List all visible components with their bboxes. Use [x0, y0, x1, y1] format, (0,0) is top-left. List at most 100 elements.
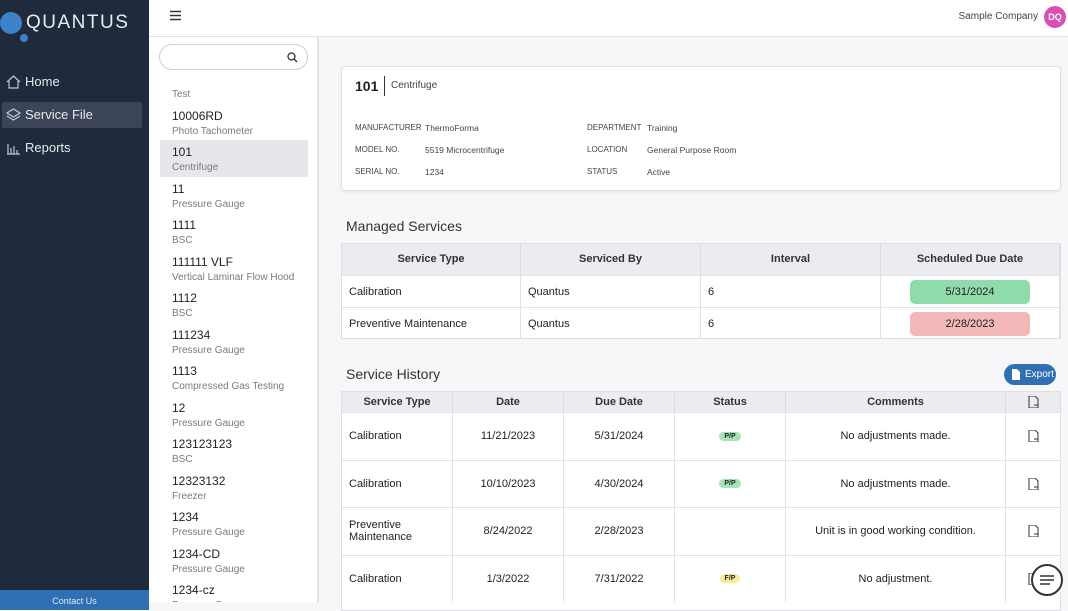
managed-table: Service TypeServiced ByIntervalScheduled… — [341, 243, 1061, 339]
equipment-item[interactable]: 12Pressure Gauge — [160, 396, 308, 433]
cell-text: 1/3/2022 — [487, 573, 530, 585]
equipment-item[interactable]: 1234-CDPressure Gauge — [160, 542, 308, 579]
cell: 11/21/2023 — [453, 412, 564, 460]
equipment-item[interactable]: 10006RDPhoto Tachometer — [160, 104, 308, 141]
field-value: 5519 Microcentrifuge — [425, 145, 504, 155]
column-header: Serviced By — [521, 244, 701, 275]
cell: 1/3/2022 — [453, 555, 564, 603]
cell-text: 7/31/2022 — [595, 573, 644, 585]
item-id: 123123123 — [172, 437, 308, 451]
equipment-item[interactable]: 1234Pressure Gauge — [160, 505, 308, 542]
item-id: 111111 VLF — [172, 255, 308, 269]
equipment-list: Test 10006RDPhoto Tachometer101Centrifuge… — [149, 84, 319, 602]
item-id: 111234 — [172, 328, 308, 342]
field-value: ThermoForma — [425, 123, 479, 133]
equipment-item[interactable]: 101Centrifuge — [160, 140, 308, 177]
equipment-item[interactable]: 1111BSC — [160, 213, 308, 250]
item-name: Freezer — [172, 491, 308, 502]
column-header: Scheduled Due Date — [881, 244, 1060, 275]
item-id: 1234-CD — [172, 547, 308, 561]
cell[interactable] — [1006, 412, 1061, 460]
cell — [675, 507, 786, 555]
cell-text: Calibration — [349, 430, 429, 442]
avatar[interactable]: DQ — [1044, 6, 1066, 28]
chat-button[interactable] — [1030, 563, 1064, 597]
cell-text: No adjustments made. — [840, 478, 950, 490]
export-icon — [1011, 369, 1022, 380]
column-header: Status — [675, 392, 786, 412]
field-label: LOCATION — [587, 145, 627, 154]
equipment-item[interactable]: 123123123 BSC — [160, 432, 308, 469]
file-icon — [1028, 430, 1039, 442]
search-icon — [287, 52, 298, 63]
cell: 6 — [701, 307, 881, 339]
cell: P/P — [675, 412, 786, 460]
cell[interactable] — [1006, 507, 1061, 555]
item-name: Pressure Gauge — [172, 527, 308, 538]
column-header: Date — [453, 392, 564, 412]
cell-text: Calibration — [349, 573, 429, 585]
cell: 4/30/2024 — [564, 460, 675, 508]
equipment-item[interactable]: 1112BSC — [160, 286, 308, 323]
logo-text: QUANTUS — [26, 12, 129, 34]
equipment-panel: Test 10006RDPhoto Tachometer101Centrifuge… — [149, 37, 319, 602]
field-label: MODEL NO. — [355, 145, 400, 154]
item-id: 12 — [172, 401, 308, 415]
nav-reports[interactable]: Reports — [2, 135, 142, 161]
equipment-item[interactable]: 12323132 Freezer — [160, 469, 308, 506]
field-value: Training — [647, 123, 677, 133]
cell: Unit is in good working condition. — [786, 507, 1006, 555]
export-button[interactable]: Export — [1004, 364, 1056, 385]
cell: Calibration — [342, 555, 453, 603]
field-label: MANUFACTURER — [355, 123, 422, 132]
equipment-item[interactable]: 11Pressure Gauge — [160, 177, 308, 214]
column-header: Service Type — [342, 392, 453, 412]
contact-button[interactable]: Contact Us — [0, 590, 149, 610]
equipment-item[interactable]: Test — [160, 84, 308, 104]
field-label: STATUS — [587, 167, 617, 176]
nav-label: Home — [25, 74, 60, 89]
item-id: 1113 — [172, 364, 308, 378]
section-title: Managed Services — [346, 218, 462, 234]
nav-label: Reports — [25, 140, 71, 155]
cell: Calibration — [342, 460, 453, 508]
section-title: Service History — [346, 366, 440, 382]
column-header — [1006, 392, 1061, 412]
search-box[interactable] — [159, 44, 308, 70]
cell: Preventive Maintenance — [342, 307, 521, 339]
company-name: Sample Company — [959, 11, 1038, 22]
cell[interactable] — [1006, 460, 1061, 508]
item-name: Test — [172, 89, 308, 100]
file-icon — [1028, 478, 1039, 490]
nav-service-file[interactable]: Service File — [2, 102, 142, 128]
item-name: BSC — [172, 454, 308, 465]
equipment-item[interactable]: 111111 VLFVertical Laminar Flow Hood — [160, 250, 308, 287]
cell-text: 10/10/2023 — [480, 478, 535, 490]
cell: 10/10/2023 — [453, 460, 564, 508]
item-id: 11 — [172, 182, 308, 196]
cell: 7/31/2022 — [564, 555, 675, 603]
reports-icon — [6, 141, 21, 155]
item-id: 10006RD — [172, 109, 308, 123]
nav-home[interactable]: Home — [2, 69, 142, 95]
cell-text: 11/21/2023 — [481, 430, 535, 442]
field-value: 1234 — [425, 167, 444, 177]
status-pill: P/P — [719, 479, 740, 488]
cell-text: 8/24/2022 — [484, 525, 533, 537]
equipment-item[interactable]: 111234 Pressure Gauge — [160, 323, 308, 360]
menu-icon[interactable] — [170, 10, 182, 21]
cell: Calibration — [342, 412, 453, 460]
field-label: DEPARTMENT — [587, 123, 641, 132]
equipment-item[interactable]: 1234-czPressure Gauge — [160, 578, 308, 602]
item-id: 12323132 — [172, 474, 308, 488]
item-id: 1111 — [172, 218, 308, 232]
column-header: Comments — [786, 392, 1006, 412]
item-name: BSC — [172, 308, 308, 319]
item-id: 1234-cz — [172, 583, 308, 597]
cell: Quantus — [521, 275, 701, 307]
top-bar: Sample Company DQ — [149, 0, 1068, 37]
column-header: Interval — [701, 244, 881, 275]
equipment-item[interactable]: 1113Compressed Gas Testing — [160, 359, 308, 396]
item-name: Pressure Gauge — [172, 345, 308, 356]
